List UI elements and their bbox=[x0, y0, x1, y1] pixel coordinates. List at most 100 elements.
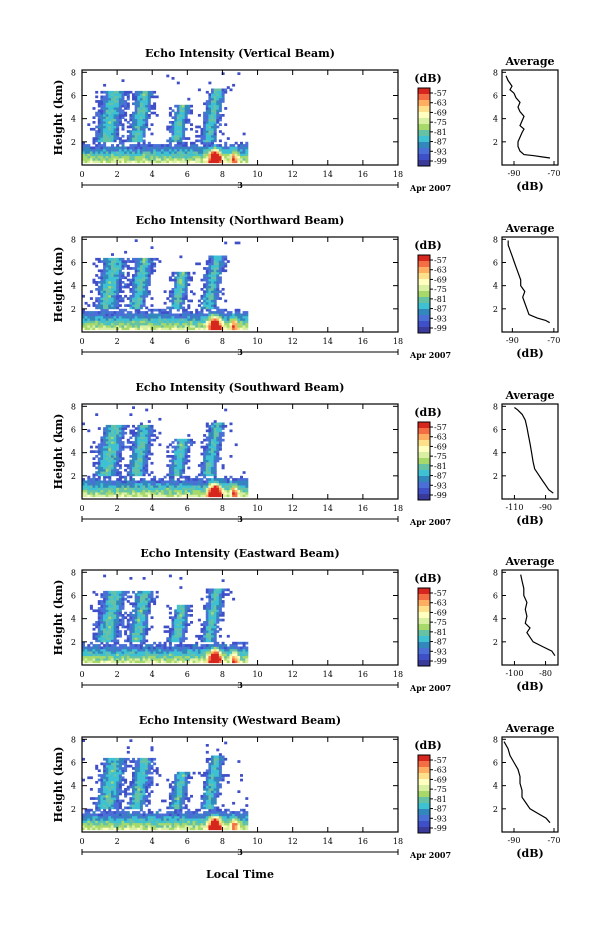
heatmap-cell bbox=[219, 593, 222, 596]
heatmap-cell bbox=[179, 586, 182, 589]
heatmap-cell bbox=[174, 487, 177, 490]
y-axis-label: Height (km) bbox=[52, 247, 65, 323]
heatmap-cell bbox=[185, 297, 188, 300]
heatmap-cell bbox=[129, 602, 132, 605]
heatmap-cell bbox=[169, 644, 172, 647]
heatmap-cell bbox=[124, 487, 127, 490]
heatmap-cell bbox=[137, 619, 140, 622]
heatmap-cell bbox=[111, 450, 114, 453]
heatmap-cell bbox=[201, 462, 204, 465]
heatmap-cell bbox=[127, 318, 130, 321]
heatmap-cell bbox=[124, 640, 127, 643]
heatmap-cell bbox=[237, 327, 240, 330]
heatmap-cell bbox=[230, 314, 233, 317]
heatmap-cell bbox=[174, 626, 177, 629]
heatmap-cell bbox=[140, 311, 143, 314]
heatmap-cell bbox=[243, 149, 246, 152]
heatmap-cell bbox=[116, 483, 119, 486]
heatmap-cell bbox=[119, 160, 122, 163]
heatmap-cell bbox=[93, 316, 96, 319]
heatmap-cell bbox=[116, 121, 119, 124]
heatmap-cell bbox=[187, 439, 190, 442]
heatmap-cell bbox=[111, 619, 114, 622]
heatmap-cell bbox=[140, 274, 143, 277]
heatmap-cell bbox=[124, 147, 127, 150]
heatmap-cell bbox=[193, 658, 196, 661]
heatmap-cell bbox=[87, 478, 90, 481]
heatmap-cell bbox=[206, 272, 209, 275]
heatmap-cell bbox=[108, 102, 111, 105]
heatmap-cell bbox=[103, 135, 106, 138]
heatmap-cell bbox=[132, 102, 135, 105]
heatmap-cell bbox=[211, 93, 214, 96]
heatmap-cell bbox=[122, 323, 125, 326]
heatmap-cell bbox=[114, 325, 117, 328]
heatmap-cell bbox=[106, 314, 109, 317]
heatmap-cell bbox=[195, 135, 198, 138]
heatmap-cell bbox=[187, 311, 190, 314]
heatmap-cell bbox=[119, 649, 122, 652]
heatmap-cell bbox=[179, 628, 182, 631]
heatmap-cell bbox=[127, 98, 130, 101]
heatmap-cell bbox=[182, 616, 185, 619]
heatmap-cell bbox=[95, 318, 98, 321]
heatmap-cell bbox=[172, 460, 175, 463]
heatmap-cell bbox=[135, 137, 138, 140]
heatmap-cell bbox=[222, 485, 225, 488]
heatmap-cell bbox=[140, 269, 143, 272]
heatmap-cell bbox=[93, 623, 96, 626]
heatmap-cell bbox=[203, 487, 206, 490]
colorbar-segment bbox=[418, 464, 430, 470]
heatmap-cell bbox=[230, 320, 233, 323]
heatmap-cell bbox=[185, 295, 188, 298]
heatmap-cell bbox=[108, 651, 111, 654]
heatmap-cell bbox=[111, 448, 114, 451]
heatmap-cell bbox=[179, 605, 182, 608]
x-tick-label: 18 bbox=[393, 337, 403, 346]
heatmap-cell bbox=[151, 107, 154, 110]
heatmap-cell bbox=[106, 656, 109, 659]
heatmap-cell bbox=[140, 325, 143, 328]
heatmap-cell bbox=[98, 269, 101, 272]
heatmap-cell bbox=[198, 263, 201, 266]
heatmap-cell bbox=[143, 100, 146, 103]
heatmap-cell bbox=[103, 635, 106, 638]
heatmap-cell bbox=[116, 135, 119, 138]
heatmap-cell bbox=[232, 478, 235, 481]
heatmap-cell bbox=[122, 647, 125, 650]
heatmap-cell bbox=[122, 614, 125, 617]
heatmap-cell bbox=[106, 487, 109, 490]
heatmap-cell bbox=[114, 443, 117, 446]
heatmap-cell bbox=[174, 290, 177, 293]
heatmap-cell bbox=[127, 107, 130, 110]
heatmap-cell bbox=[137, 265, 140, 268]
heatmap-cell bbox=[219, 327, 222, 330]
heatmap-cell bbox=[219, 436, 222, 439]
heatmap-cell bbox=[172, 478, 175, 481]
heatmap-cell bbox=[174, 653, 177, 656]
heatmap-cell bbox=[164, 316, 167, 319]
heatmap-cell bbox=[148, 653, 151, 656]
heatmap-cell bbox=[222, 644, 225, 647]
heatmap-cell bbox=[177, 457, 180, 460]
heatmap-cell bbox=[214, 281, 217, 284]
heatmap-cell bbox=[140, 307, 143, 310]
heatmap-cell bbox=[140, 446, 143, 449]
heatmap-cell bbox=[187, 121, 190, 124]
heatmap-cell bbox=[182, 635, 185, 638]
heatmap-cell bbox=[122, 649, 125, 652]
heatmap-cell bbox=[214, 598, 217, 601]
colorbar-tick-label: -93 bbox=[434, 314, 447, 323]
heatmap-cell bbox=[240, 487, 243, 490]
avg-x-tick-label: -90 bbox=[508, 169, 521, 178]
heatmap-cell bbox=[93, 481, 96, 484]
heatmap-cell bbox=[208, 160, 211, 163]
heatmap-cell bbox=[103, 91, 106, 94]
heatmap-cell bbox=[169, 607, 172, 610]
heatmap-cell bbox=[103, 286, 106, 289]
heatmap-cell bbox=[145, 96, 148, 99]
heatmap-cell bbox=[224, 490, 227, 493]
heatmap-cell bbox=[140, 160, 143, 163]
x-tick-label: 0 bbox=[79, 504, 84, 513]
heatmap-cell bbox=[119, 325, 122, 328]
